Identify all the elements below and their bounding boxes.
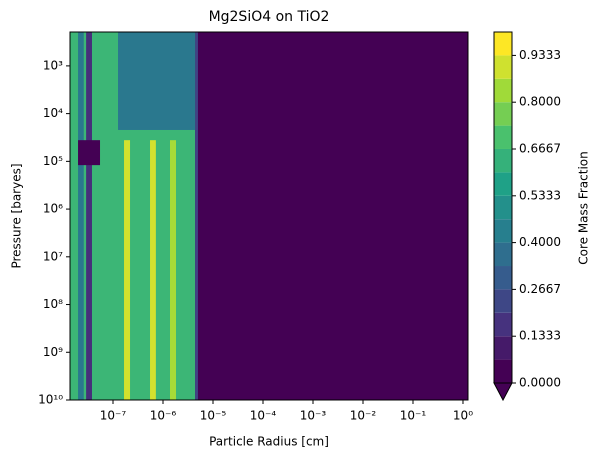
contour-region (124, 140, 131, 400)
colorbar-band (494, 32, 512, 56)
plot-frame (69, 31, 469, 401)
colorbar-band (494, 148, 512, 173)
contour-region (118, 32, 196, 130)
x-tick-label: 10⁻⁴ (250, 409, 277, 423)
y-tick-label: 10⁸ (43, 297, 63, 311)
y-tick-label: 10⁹ (43, 345, 63, 359)
x-tick-label: 10⁻⁵ (200, 409, 227, 423)
colorbar-tick-label: 0.5333 (519, 188, 561, 202)
x-axis-label: Particle Radius [cm] (209, 435, 329, 449)
colorbar-extend (493, 382, 513, 402)
colorbar-tick-label: 0.4000 (519, 235, 561, 249)
contour-region (195, 32, 198, 400)
colorbar-label: Core Mass Fraction (577, 151, 591, 265)
colorbar-band (494, 242, 512, 267)
colorbar-band (494, 125, 512, 149)
x-tick-label: 10⁻⁶ (150, 409, 177, 423)
colorbar-band (494, 336, 512, 360)
contour-region (78, 32, 84, 400)
y-tick-label: 10⁶ (43, 202, 63, 216)
colorbar-tick-label: 0.6667 (519, 141, 561, 155)
colorbar-band (494, 78, 512, 103)
x-tick-label: 10⁻³ (300, 409, 327, 423)
y-tick-label: 10⁵ (43, 154, 63, 168)
colorbar-band (494, 172, 512, 196)
x-tick-label: 10⁻² (350, 409, 377, 423)
colorbar-tick-label: 0.9333 (519, 48, 561, 62)
y-axis-label: Pressure [baryes] (10, 163, 24, 268)
colorbar-band (494, 312, 512, 337)
chart-title: Mg2SiO4 on TiO2 (209, 9, 330, 25)
colorbar-tick-label: 0.0000 (519, 376, 561, 390)
y-tick-label: 10⁷ (43, 249, 63, 263)
y-tick-label: 10⁴ (43, 106, 63, 120)
colorbar-band (494, 195, 512, 220)
colorbar-band (494, 102, 512, 126)
colorbar-tick-label: 0.2667 (519, 282, 561, 296)
colorbar-band (494, 289, 512, 313)
contour-region (150, 140, 156, 400)
colorbar-tick-label: 0.8000 (519, 95, 561, 109)
x-tick-label: 10⁻¹ (400, 409, 427, 423)
colorbar-frame (493, 31, 513, 383)
colorbar-band (494, 266, 512, 290)
contour-region (78, 140, 101, 166)
colorbar-band (494, 359, 512, 383)
contour-region (169, 140, 177, 400)
x-tick-label: 10⁰ (453, 409, 473, 423)
colorbar-band (494, 55, 512, 79)
contour-region (86, 32, 92, 400)
colorbar-tick-label: 0.1333 (519, 329, 561, 343)
x-tick-label: 10⁻⁷ (100, 409, 127, 423)
y-tick-label: 10³ (43, 58, 63, 72)
colorbar-band (494, 219, 512, 243)
y-tick-label: 10¹⁰ (38, 393, 63, 407)
